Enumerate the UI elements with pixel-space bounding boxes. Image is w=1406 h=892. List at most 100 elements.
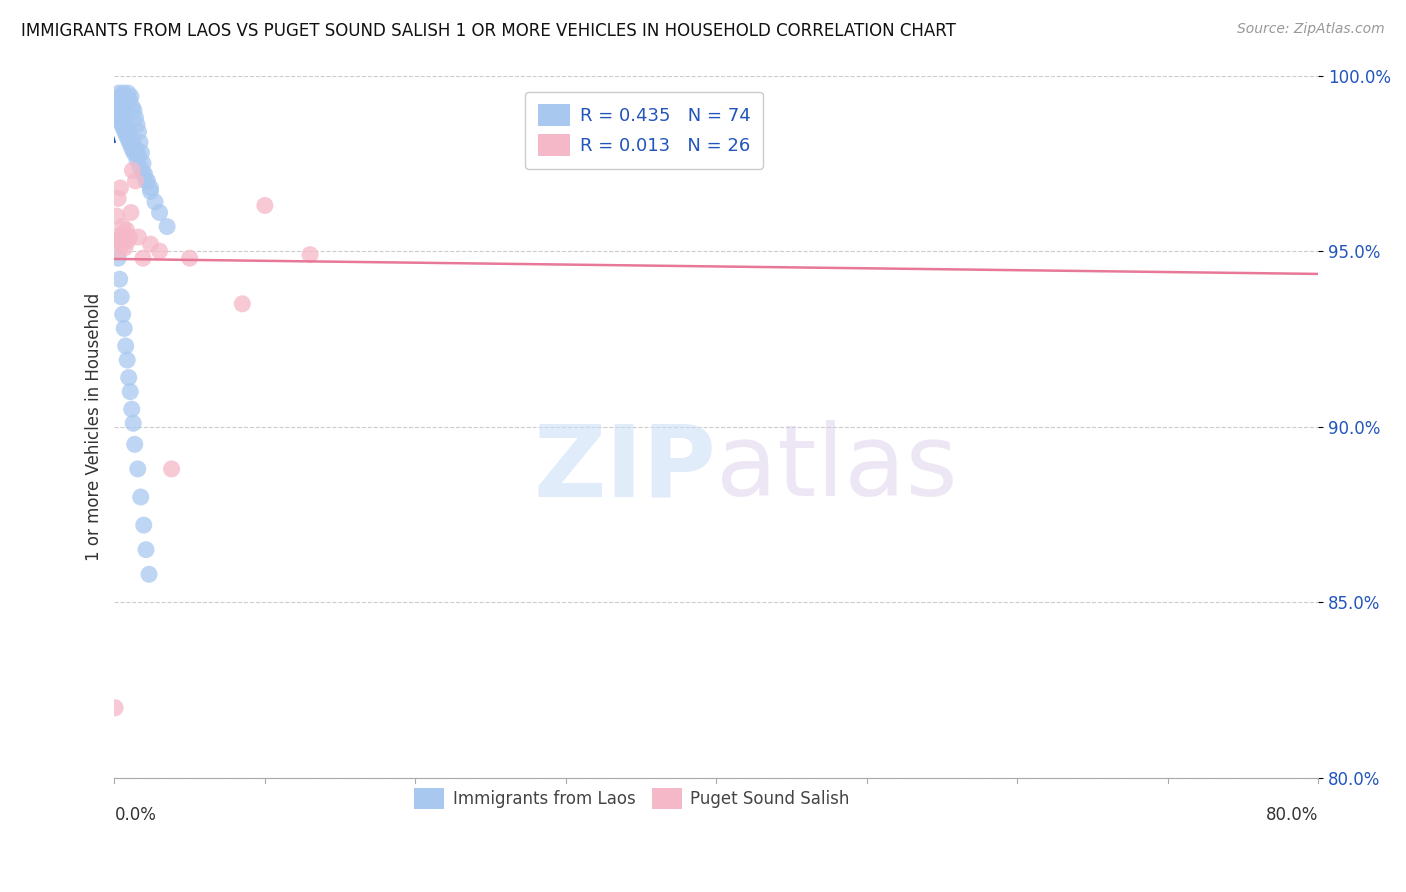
Point <box>124 437 146 451</box>
Point <box>132 156 155 170</box>
Text: IMMIGRANTS FROM LAOS VS PUGET SOUND SALISH 1 OR MORE VEHICLES IN HOUSEHOLD CORRE: IMMIGRANTS FROM LAOS VS PUGET SOUND SALI… <box>21 22 956 40</box>
Point <box>131 145 153 160</box>
Point <box>129 490 152 504</box>
Point <box>115 223 138 237</box>
Point <box>111 93 134 107</box>
Point <box>122 138 145 153</box>
Text: ZIP: ZIP <box>533 420 716 517</box>
Point <box>110 181 132 195</box>
Point <box>112 227 135 241</box>
Point <box>118 128 141 143</box>
Point <box>108 272 131 286</box>
Point <box>121 142 143 156</box>
Point <box>104 700 127 714</box>
Point <box>134 167 156 181</box>
Point <box>118 370 141 384</box>
Point <box>127 149 149 163</box>
Point <box>299 247 322 261</box>
Point <box>111 118 134 132</box>
Point <box>253 198 276 212</box>
Point <box>110 290 132 304</box>
Point <box>107 251 129 265</box>
Point <box>114 241 136 255</box>
Point <box>108 111 131 125</box>
Point <box>104 230 127 244</box>
Point <box>107 191 129 205</box>
Point <box>139 185 162 199</box>
Point <box>160 462 183 476</box>
Legend: R = 0.435   N = 74, R = 0.013   N = 26: R = 0.435 N = 74, R = 0.013 N = 26 <box>526 92 763 169</box>
Point <box>107 100 129 114</box>
Point <box>121 163 143 178</box>
Point <box>125 145 148 160</box>
Point <box>115 96 138 111</box>
Y-axis label: 1 or more Vehicles in Household: 1 or more Vehicles in Household <box>86 293 103 561</box>
Point <box>124 142 146 156</box>
Point <box>115 128 138 143</box>
Point <box>132 167 155 181</box>
Point <box>114 125 136 139</box>
Point <box>179 251 201 265</box>
Point <box>115 121 138 136</box>
Point <box>127 462 149 476</box>
Point <box>135 174 157 188</box>
Point <box>118 93 141 107</box>
Point <box>110 89 132 103</box>
Point <box>135 542 157 557</box>
Point <box>120 138 142 153</box>
Point <box>120 205 142 219</box>
Text: Source: ZipAtlas.com: Source: ZipAtlas.com <box>1237 22 1385 37</box>
Text: atlas: atlas <box>716 420 957 517</box>
Point <box>117 125 139 139</box>
Point <box>120 384 142 399</box>
Point <box>108 244 131 259</box>
Point <box>125 153 148 167</box>
Point <box>111 219 134 234</box>
Point <box>107 234 129 248</box>
Point <box>117 234 139 248</box>
Point <box>138 567 160 582</box>
Point <box>139 181 162 195</box>
Point <box>114 118 136 132</box>
Point <box>118 135 141 149</box>
Point <box>122 103 145 118</box>
Point <box>108 103 131 118</box>
Point <box>148 205 170 219</box>
Point <box>132 518 155 533</box>
Point <box>127 125 149 139</box>
Point <box>108 86 131 100</box>
Point <box>120 89 142 103</box>
Point <box>112 321 135 335</box>
Point <box>111 111 134 125</box>
Point <box>115 353 138 368</box>
Point <box>143 194 166 209</box>
Point <box>120 132 142 146</box>
Point <box>122 416 145 430</box>
Point <box>110 114 132 128</box>
Point <box>156 219 179 234</box>
Point <box>136 174 159 188</box>
Point <box>111 237 134 252</box>
Point <box>129 135 152 149</box>
Point <box>104 96 127 111</box>
Point <box>121 135 143 149</box>
Point <box>112 86 135 100</box>
Point <box>112 114 135 128</box>
Point <box>121 100 143 114</box>
Point <box>114 339 136 353</box>
Text: 80.0%: 80.0% <box>1265 806 1319 824</box>
Point <box>110 107 132 121</box>
Point <box>121 402 143 417</box>
Point <box>118 230 141 244</box>
Point <box>139 237 162 252</box>
Point <box>105 234 128 248</box>
Point <box>148 244 170 259</box>
Point <box>129 160 152 174</box>
Point <box>111 307 134 321</box>
Point <box>124 111 146 125</box>
Point <box>112 121 135 136</box>
Point <box>114 89 136 103</box>
Text: 0.0%: 0.0% <box>114 806 156 824</box>
Point <box>117 86 139 100</box>
Point <box>132 251 155 265</box>
